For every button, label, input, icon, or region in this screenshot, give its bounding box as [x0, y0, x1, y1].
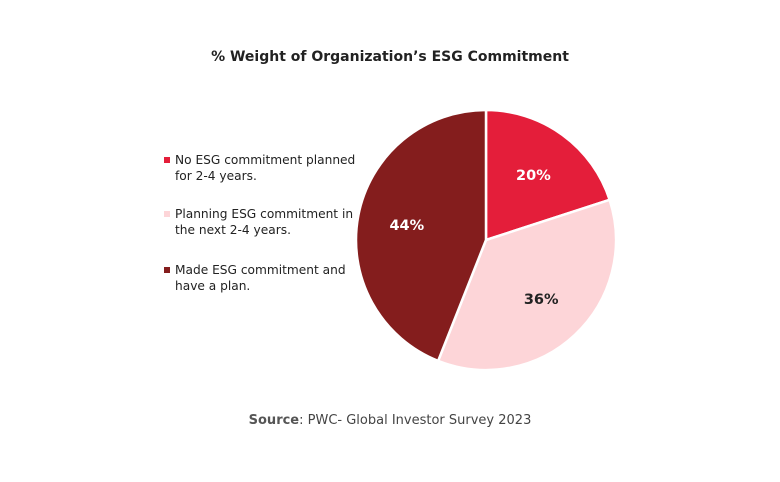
slice-data-label: 36% — [524, 292, 559, 308]
legend-label: Made ESG commitment and have a plan. — [175, 263, 346, 293]
slice-data-label: 44% — [389, 218, 424, 234]
legend-item: Planning ESG commitment in the next 2-4 … — [163, 206, 363, 238]
legend: No ESG commitment planned for 2-4 years.… — [163, 152, 363, 316]
legend-swatch — [164, 211, 170, 217]
pie-slice — [354, 108, 488, 363]
pie-slice — [436, 198, 618, 372]
source-label: Source — [248, 413, 300, 428]
pie-slice — [484, 108, 612, 242]
legend-label: Planning ESG commitment in the next 2-4 … — [175, 207, 354, 237]
chart-title: % Weight of Organization’s ESG Commitmen… — [211, 49, 569, 65]
legend-swatch — [164, 157, 170, 163]
slice-data-label: 20% — [516, 168, 551, 184]
legend-item: Made ESG commitment and have a plan. — [163, 262, 363, 294]
source-note: Source: PWC- Global Investor Survey 2023 — [0, 413, 780, 428]
legend-item: No ESG commitment planned for 2-4 years. — [163, 152, 363, 184]
source-text: : PWC- Global Investor Survey 2023 — [299, 413, 532, 428]
legend-swatch — [164, 267, 170, 273]
legend-label: No ESG commitment planned for 2-4 years. — [175, 153, 356, 183]
